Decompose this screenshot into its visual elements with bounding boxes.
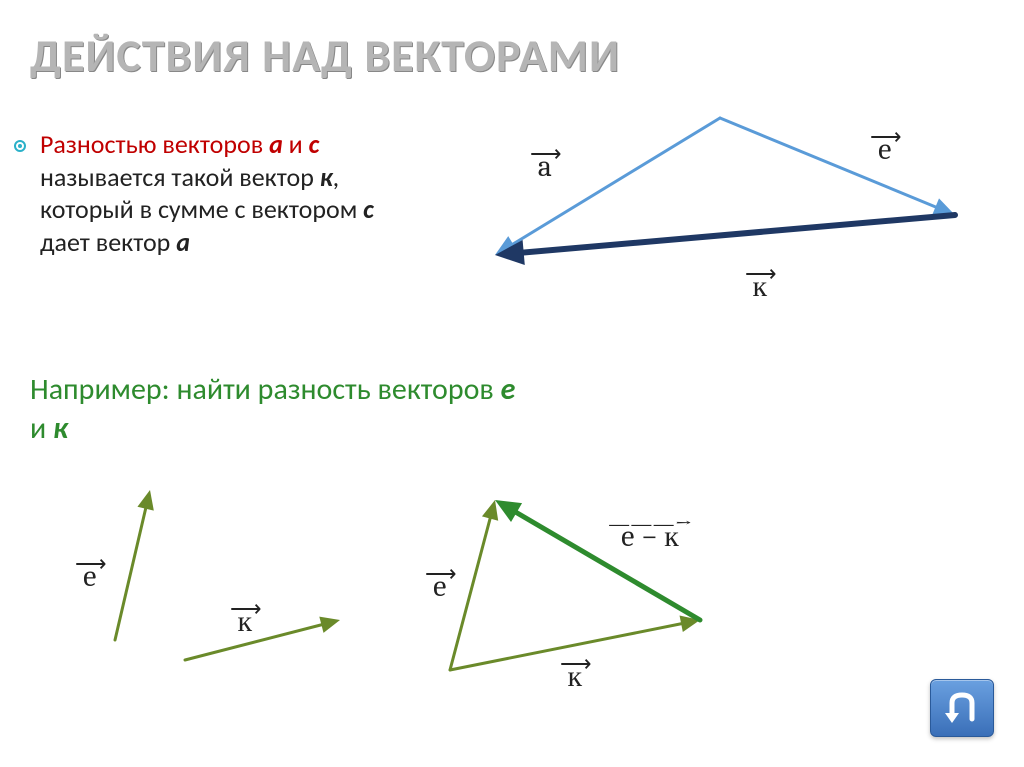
label-vector-e-right: ⟶e: [425, 565, 455, 602]
example-text: Например: найти разность векторов е и к: [30, 370, 530, 448]
ex-mid: и: [30, 410, 53, 447]
bullet-icon: [14, 140, 26, 152]
page-title: Действия над векторами: [30, 28, 620, 84]
label-vector-k: ⟶к: [745, 265, 775, 302]
def-v4: с: [363, 193, 374, 225]
def-prefix: Разностью векторов: [40, 128, 269, 160]
definition-text: Разностью векторов а и с называется тако…: [40, 128, 420, 258]
ex-prefix: Например: найти разность векторов: [30, 371, 501, 408]
label-vector-e: ⟶e: [870, 128, 900, 165]
def-v1: а: [269, 128, 283, 160]
def-mid4: дает вектор: [40, 226, 176, 258]
u-turn-icon: [942, 691, 982, 725]
label-vector-k-right: ⟶к: [560, 655, 590, 692]
def-v2: с: [309, 128, 320, 160]
def-mid2: называется такой вектор: [40, 161, 320, 193]
return-button[interactable]: [930, 679, 994, 737]
ex-v2: к: [53, 410, 68, 447]
def-v3: к: [320, 161, 333, 193]
label-vector-a: ⟶a: [530, 145, 560, 182]
def-mid1: и: [283, 128, 309, 160]
def-v5: а: [176, 226, 190, 258]
label-vector-k-left: ⟶к: [230, 600, 260, 637]
label-vector-e-minus-k: ―――→e − к: [590, 515, 710, 552]
label-vector-e-left: ⟶e: [75, 555, 105, 592]
ex-v1: е: [501, 371, 516, 408]
